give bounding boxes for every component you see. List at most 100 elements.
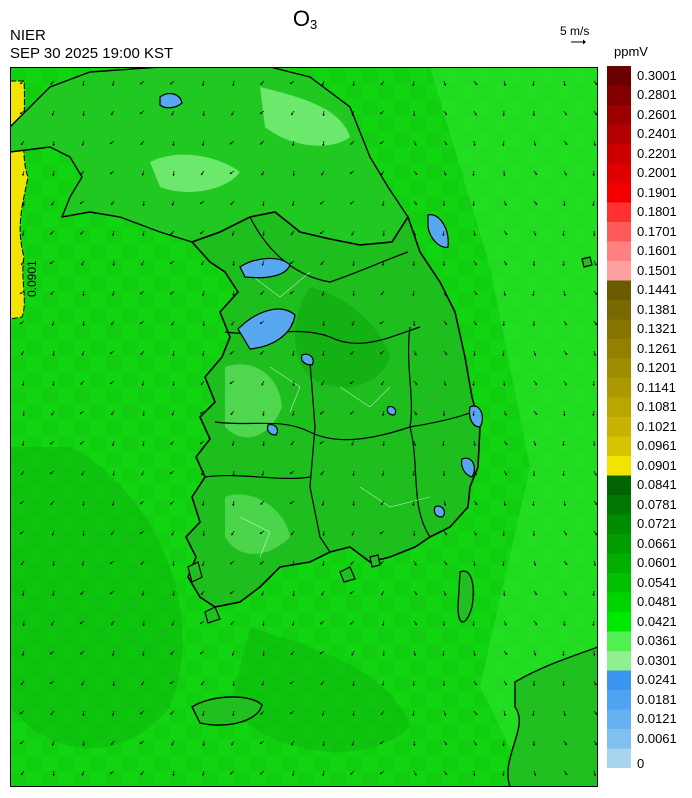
wind-arrowhead-icon bbox=[79, 201, 83, 204]
wind-arrowhead-icon bbox=[594, 473, 597, 476]
wind-arrowhead-icon bbox=[81, 473, 84, 476]
jeju-island bbox=[191, 696, 263, 726]
wind-arrowhead-icon bbox=[291, 203, 295, 206]
wind-arrowhead-icon bbox=[504, 682, 507, 686]
wind-arrowhead-icon bbox=[232, 264, 235, 266]
wind-arrowhead-icon bbox=[200, 652, 203, 655]
wind-arrowhead-icon bbox=[443, 293, 447, 296]
wind-arrowhead-icon bbox=[415, 382, 418, 385]
wind-arrowhead-icon bbox=[445, 772, 448, 775]
low-ozone-region bbox=[468, 405, 483, 428]
wind-arrowhead-icon bbox=[22, 624, 25, 626]
wind-arrowhead-icon bbox=[292, 174, 295, 176]
wind-arrowhead-icon bbox=[21, 352, 24, 356]
wind-arrowhead-icon bbox=[563, 414, 566, 416]
wind-arrowhead-icon bbox=[170, 652, 173, 655]
wind-arrowhead-icon bbox=[504, 472, 507, 476]
wind-arrowhead-icon bbox=[80, 592, 83, 595]
wind-arrowhead-icon bbox=[474, 113, 477, 116]
wind-arrowhead-icon bbox=[229, 591, 233, 594]
wind-arrowhead-icon bbox=[414, 773, 417, 776]
wind-arrowhead-icon bbox=[352, 473, 355, 476]
colorbar-swatch bbox=[607, 631, 631, 652]
wind-arrowhead-icon bbox=[445, 562, 448, 565]
wind-arrowhead-icon bbox=[230, 142, 233, 145]
wind-arrowhead-icon bbox=[321, 83, 325, 86]
wind-arrowhead-icon bbox=[140, 772, 143, 775]
wind-arrowhead-icon bbox=[170, 442, 173, 445]
colorbar-swatch bbox=[607, 124, 631, 145]
low-ozone-region bbox=[239, 257, 291, 279]
wind-arrowhead-icon bbox=[532, 534, 536, 536]
wind-arrowhead-icon bbox=[475, 292, 478, 295]
wind-arrowhead-icon bbox=[172, 384, 175, 386]
wind-arrowhead-icon bbox=[80, 232, 83, 235]
province-boundary bbox=[407, 326, 431, 538]
colorbar-swatch bbox=[607, 300, 631, 320]
wind-arrowhead-icon bbox=[474, 473, 477, 476]
wind-arrowhead-icon bbox=[52, 774, 55, 776]
wind-arrowhead-icon bbox=[445, 352, 448, 355]
island bbox=[187, 561, 203, 583]
wind-arrowhead-icon bbox=[112, 264, 115, 266]
wind-arrowhead-icon bbox=[320, 262, 323, 265]
wind-arrowhead-icon bbox=[291, 232, 294, 236]
wind-arrowhead-icon bbox=[563, 204, 566, 206]
wind-arrowhead-icon bbox=[110, 742, 114, 745]
wind-arrowhead-icon bbox=[292, 594, 295, 596]
darker-sea-region-south bbox=[230, 627, 410, 752]
wind-arrowhead-icon bbox=[22, 204, 25, 206]
colorbar-swatch bbox=[607, 495, 631, 515]
wind-arrowhead-icon bbox=[502, 114, 505, 116]
wind-arrowhead-icon bbox=[349, 591, 353, 594]
wind-arrowhead-icon bbox=[532, 474, 536, 476]
wind-arrowhead-icon bbox=[414, 143, 417, 146]
wind-arrowhead-icon bbox=[21, 262, 24, 266]
wind-arrowhead-icon bbox=[382, 654, 385, 656]
colorbar-tick-label: 0.1321 bbox=[637, 321, 677, 337]
wind-arrowhead-icon bbox=[110, 561, 113, 565]
wind-arrowhead-icon bbox=[172, 563, 175, 566]
wind-arrowhead-icon bbox=[171, 533, 174, 536]
wind-arrowhead-icon bbox=[350, 352, 353, 355]
wind-arrowhead-icon bbox=[444, 173, 447, 176]
wind-arrowhead-icon bbox=[80, 382, 83, 385]
wind-arrowhead-icon bbox=[382, 234, 385, 236]
wind-arrowhead-icon bbox=[380, 352, 383, 355]
wind-arrowhead-icon bbox=[565, 562, 568, 565]
wind-arrowhead-icon bbox=[350, 412, 353, 415]
wind-arrowhead-icon bbox=[562, 474, 565, 476]
wind-arrowhead-icon bbox=[260, 502, 263, 505]
colorbar-swatch bbox=[607, 358, 631, 379]
wind-arrowhead-icon bbox=[231, 443, 235, 446]
colorbar-tick-label: 0.1261 bbox=[637, 340, 677, 356]
colorbar-swatch bbox=[607, 261, 631, 281]
wind-arrowhead-icon bbox=[564, 743, 567, 746]
colorbar-tick-label: 0.0421 bbox=[637, 613, 677, 629]
wind-arrowhead-icon bbox=[259, 531, 263, 534]
wind-arrowhead-icon bbox=[52, 354, 55, 356]
wind-arrowhead-icon bbox=[443, 713, 447, 716]
wind-arrowhead-icon bbox=[171, 413, 174, 416]
wind-arrowhead-icon bbox=[504, 623, 507, 626]
southwest-light-region bbox=[225, 494, 290, 554]
wind-arrowhead-icon bbox=[504, 262, 507, 266]
wind-arrowhead-icon bbox=[351, 233, 354, 236]
title-main: O bbox=[292, 6, 310, 31]
colorbar-tick-label: 0.0541 bbox=[637, 574, 677, 590]
wind-arrowhead-icon bbox=[350, 622, 353, 625]
wind-arrowhead-icon bbox=[231, 113, 234, 116]
colorbar-swatch bbox=[607, 66, 631, 86]
colorbar-tick-label: 0.0121 bbox=[637, 711, 677, 727]
wind-arrowhead-icon bbox=[172, 773, 175, 776]
colorbar-swatch bbox=[607, 85, 631, 106]
wind-arrowhead-icon bbox=[472, 414, 475, 416]
wind-arrowhead-icon bbox=[202, 83, 205, 86]
wind-arrowhead-icon bbox=[172, 143, 175, 146]
wind-arrowhead-icon bbox=[475, 82, 478, 85]
wind-arrowhead-icon bbox=[563, 713, 566, 716]
colorbar-swatch bbox=[607, 417, 631, 437]
wind-arrowhead-icon bbox=[381, 593, 384, 596]
colorbar-tick-label: 0.0481 bbox=[637, 594, 677, 610]
organization-label: NIER bbox=[10, 27, 46, 44]
